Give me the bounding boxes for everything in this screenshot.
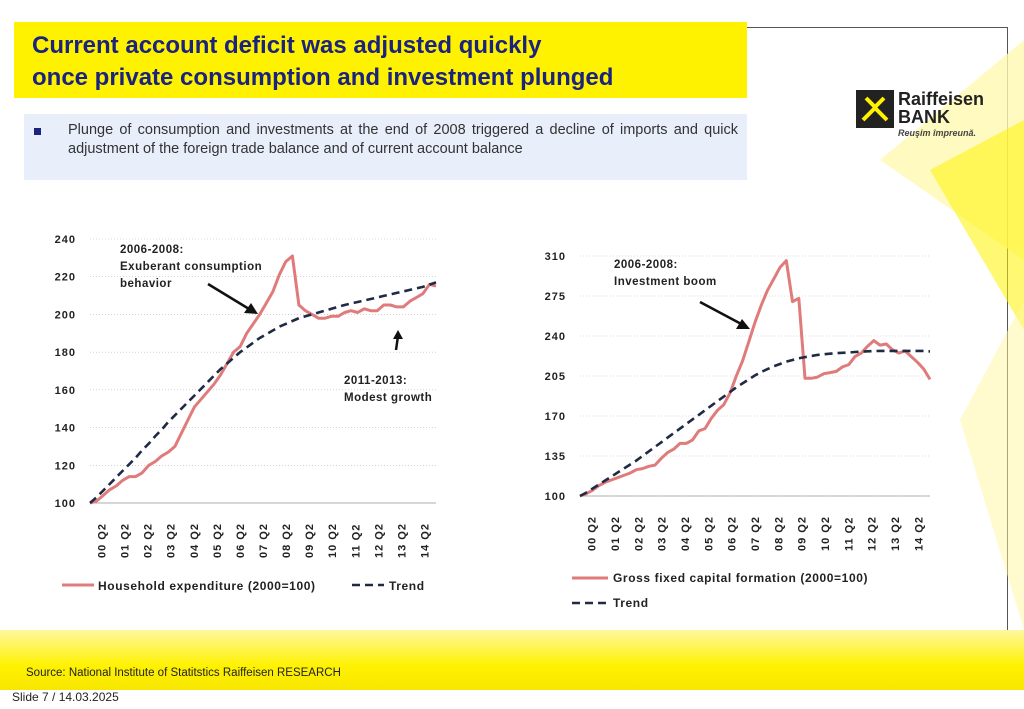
chart-gross-fixed-capital-svg: 100 135 170 205 240 275 310 00 Q2 01 Q2 02 Q2 03 Q… (545, 251, 932, 610)
x-tick-label: 09 Q2 (304, 523, 316, 558)
x-tick-label: 02 Q2 (143, 523, 155, 558)
y-tick-label: 170 (545, 411, 566, 423)
x-tick-label: 09 Q2 (797, 516, 809, 551)
y-tick-label: 240 (55, 234, 76, 246)
arrow-modest-growth-head (393, 330, 403, 339)
x-tick-label: 11 Q2 (843, 517, 855, 551)
y-tick-label: 100 (55, 498, 76, 510)
page-title: Current account deficit was adjusted qui… (32, 32, 614, 91)
y-tick-label: 220 (55, 272, 76, 284)
raiffeisen-gable-cross-icon (856, 90, 894, 128)
arrow-investment-head (736, 319, 750, 329)
bullet-text: Plunge of consumption and investments at… (68, 122, 738, 157)
x-tick-label: 00 Q2 (97, 523, 109, 558)
y-tick-label: 240 (545, 331, 566, 343)
x-tick-label: 06 Q2 (727, 516, 739, 551)
y-tick-label: 200 (55, 309, 76, 321)
x-tick-label: 07 Q2 (258, 523, 270, 558)
x-tick-label: 04 Q2 (189, 523, 201, 558)
bullet-marker (34, 128, 41, 135)
footer-band (0, 630, 1024, 690)
x-tick-label: 03 Q2 (166, 523, 178, 558)
x-tick-label: 03 Q2 (657, 516, 669, 551)
logo-slogan: Reuşim împreună. (898, 128, 977, 138)
bullet-panel: Plunge of consumption and investments at… (24, 114, 747, 180)
arrow-consumption-head (244, 303, 258, 314)
x-tick-label: 11 Q2 (350, 524, 362, 558)
x-tick-label: 10 Q2 (327, 523, 339, 558)
arrow-consumption (207, 282, 255, 314)
y-tick-label: 100 (545, 491, 566, 503)
chart-gross-fixed-capital: 100 135 170 205 240 275 310 00 Q2 01 Q2 02 Q2 03 Q… (480, 220, 950, 625)
x-tick-label: 00 Q2 (587, 516, 599, 551)
x-tick-label: 01 Q2 (610, 516, 622, 551)
actual-series-line (579, 259, 932, 498)
x-tick-label: 12 Q2 (867, 516, 879, 551)
y-tick-label: 120 (55, 460, 76, 472)
actual-series-line (89, 254, 437, 505)
legend-label-trend: Trend (613, 596, 649, 610)
x-tick-label: 05 Q2 (212, 523, 224, 558)
chart-household-expenditure-svg: 100 120 140 160 180 200 220 240 00 Q2 01 Q2 02 Q2 0… (55, 234, 437, 593)
x-tick-label: 01 Q2 (120, 523, 132, 558)
x-tick-label: 05 Q2 (703, 516, 715, 551)
legend-label-trend: Trend (389, 579, 425, 593)
y-tick-label: 140 (55, 423, 76, 435)
x-tick-label: 02 Q2 (633, 516, 645, 551)
x-tick-label: 04 Q2 (680, 516, 692, 551)
y-tick-label: 180 (55, 347, 76, 359)
x-tick-label: 14 Q2 (419, 523, 431, 558)
x-tick-label: 08 Q2 (281, 523, 293, 558)
source-note: Source: National Institute of Statitstic… (26, 667, 341, 679)
raiffeisen-logo: Raiffeisen BANK Reuşim împreună. (856, 88, 1006, 148)
chart-household-expenditure: 100 120 140 160 180 200 220 240 00 Q2 01 Q2 02 Q2 0… (0, 220, 470, 615)
arrow-investment (699, 300, 746, 328)
annotation-consumption: 2006-2008: Exuberant consumption behavior (120, 244, 262, 290)
y-tick-label: 160 (55, 385, 76, 397)
y-tick-label: 310 (545, 251, 566, 263)
x-tick-label: 07 Q2 (750, 516, 762, 551)
annotation-investment-boom: 2006-2008: Investment boom (614, 259, 717, 288)
y-tick-label: 205 (545, 371, 566, 383)
trend-series-line (89, 281, 437, 504)
slide-number: Slide 7 / 14.03.2025 (12, 690, 119, 704)
frame-line-top (746, 27, 1008, 28)
x-tick-label: 06 Q2 (235, 523, 247, 558)
legend-label-actual: Gross fixed capital formation (2000=100) (613, 571, 868, 585)
x-tick-label: 14 Q2 (913, 516, 925, 551)
x-tick-label: 12 Q2 (373, 523, 385, 558)
trend-series-line (579, 349, 931, 498)
legend-label-actual: Household expenditure (2000=100) (98, 579, 316, 593)
logo-name: Raiffeisen BANK (898, 89, 985, 127)
y-tick-label: 275 (545, 291, 566, 303)
x-tick-label: 10 Q2 (820, 516, 832, 551)
x-tick-label: 13 Q2 (396, 523, 408, 558)
x-tick-label: 08 Q2 (773, 516, 785, 551)
y-tick-label: 135 (545, 451, 566, 463)
x-tick-label: 13 Q2 (890, 516, 902, 551)
annotation-modest-growth: 2011-2013: Modest growth (344, 375, 432, 404)
title-banner: Current account deficit was adjusted qui… (14, 22, 747, 98)
